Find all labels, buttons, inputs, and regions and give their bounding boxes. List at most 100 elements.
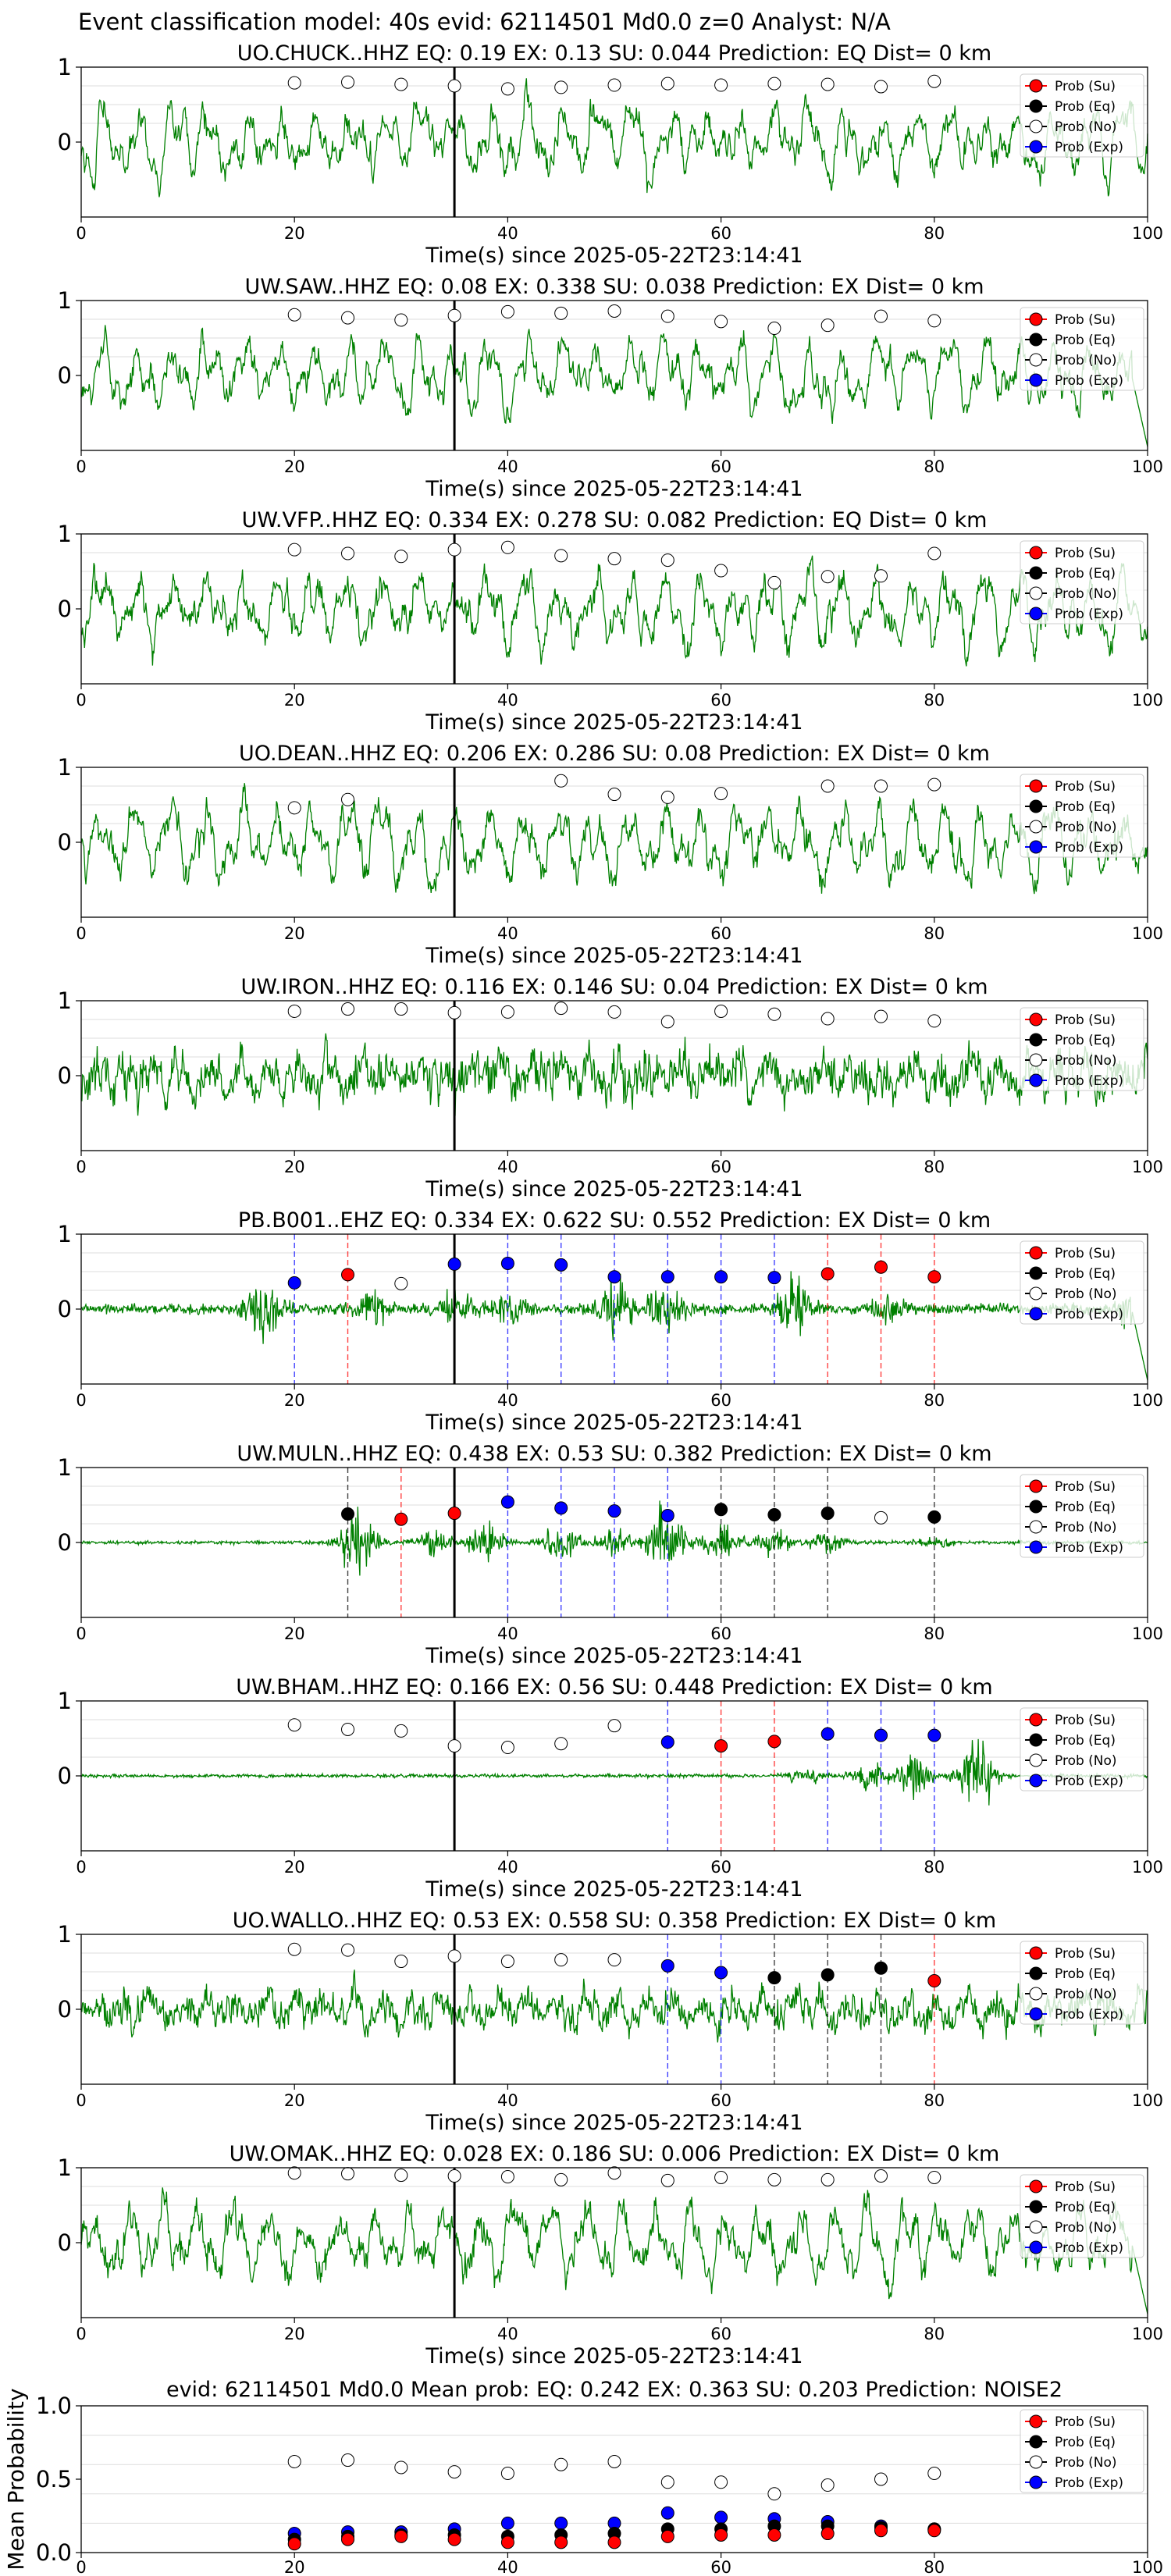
- x-tick-label: 40: [497, 1391, 518, 1410]
- legend-label-eq: Prob (Eq): [1055, 1966, 1116, 1982]
- prob-marker-no: [874, 2169, 888, 2183]
- x-tick-label: 80: [924, 1158, 945, 1176]
- prob-marker-exp: [607, 1270, 621, 1284]
- legend-box: [1020, 1941, 1144, 2025]
- x-tick-label: 40: [497, 457, 518, 476]
- legend-marker-su: [1029, 312, 1043, 326]
- prob-marker-no: [287, 1004, 301, 1018]
- legend-marker-exp: [1029, 140, 1043, 154]
- prob-marker-no: [660, 2173, 674, 2187]
- legend-label-su: Prob (Su): [1055, 779, 1116, 795]
- legend-label-exp: Prob (Exp): [1055, 607, 1123, 622]
- prob-marker-exp: [554, 1501, 568, 1515]
- legend-box: [1020, 774, 1144, 858]
- x-tick-label: 0: [76, 1858, 86, 1877]
- mean-prob-marker-su: [714, 2528, 728, 2542]
- x-tick-label: 80: [924, 457, 945, 476]
- legend-marker-exp: [1029, 1307, 1043, 1321]
- prob-marker-exp: [554, 1258, 568, 1272]
- x-tick-label: 20: [284, 691, 305, 710]
- prob-marker-no: [820, 570, 835, 584]
- x-tick-label: 0: [76, 924, 86, 943]
- prob-marker-no: [287, 1942, 301, 1956]
- mean-prob-marker-su: [341, 2532, 354, 2546]
- y-tick-label: 1: [58, 521, 72, 547]
- legend-label-su: Prob (Su): [1055, 1479, 1116, 1495]
- prob-marker-no: [447, 1949, 461, 1963]
- x-tick-label: 60: [710, 924, 731, 943]
- panel-6: UW.MULN..HHZ EQ: 0.438 EX: 0.53 SU: 0.38…: [58, 1442, 1164, 1668]
- prob-marker-no: [287, 308, 301, 322]
- mean-prob-marker-no: [607, 2454, 621, 2468]
- prob-marker-no: [287, 76, 301, 90]
- legend-marker-su: [1029, 79, 1043, 93]
- mean-prob-marker-no: [341, 2453, 354, 2467]
- panel-title: UW.OMAK..HHZ EQ: 0.028 EX: 0.186 SU: 0.0…: [230, 2142, 1000, 2166]
- mean-prob-marker-su: [500, 2535, 514, 2549]
- waveform-trace: [80, 783, 1148, 895]
- legend-label-exp: Prob (Exp): [1055, 840, 1123, 856]
- legend-label-su: Prob (Su): [1055, 1713, 1116, 1728]
- x-tick-label: 40: [497, 691, 518, 710]
- y-tick-label: 0: [58, 362, 72, 389]
- x-tick-label: 0: [76, 2558, 86, 2576]
- legend-marker-eq: [1029, 1033, 1043, 1047]
- legend-label-eq: Prob (Eq): [1055, 799, 1116, 815]
- prob-marker-no: [927, 546, 941, 560]
- x-tick-label: 60: [710, 1624, 731, 1643]
- x-tick-label: 60: [710, 1858, 731, 1877]
- x-tick-label: 20: [284, 2325, 305, 2343]
- legend-label-no: Prob (No): [1055, 820, 1117, 835]
- prob-marker-no: [500, 304, 514, 318]
- mean-prob-marker-no: [554, 2457, 568, 2471]
- legend-label-no: Prob (No): [1055, 1053, 1117, 1069]
- y-tick-label: 1: [58, 1454, 72, 1481]
- prob-marker-no: [607, 788, 621, 802]
- legend-marker-eq: [1029, 1966, 1043, 1980]
- prob-marker-no: [394, 77, 408, 91]
- panel-7: UW.BHAM..HHZ EQ: 0.166 EX: 0.56 SU: 0.44…: [58, 1675, 1164, 1902]
- prob-marker-no: [394, 1276, 408, 1290]
- legend-marker-no: [1029, 1286, 1043, 1300]
- prob-marker-no: [554, 1737, 568, 1751]
- x-tick-label: 80: [924, 1624, 945, 1643]
- x-tick-label: 0: [76, 2091, 86, 2110]
- mean-prob-marker-no: [447, 2465, 461, 2479]
- x-tick-label: 80: [924, 924, 945, 943]
- prob-marker-no: [554, 774, 568, 788]
- prob-marker-exp: [500, 1495, 514, 1509]
- prob-marker-no: [767, 575, 781, 589]
- legend-marker-su: [1029, 546, 1043, 560]
- legend-label-su: Prob (Su): [1055, 2179, 1116, 2195]
- panel-9: UW.OMAK..HHZ EQ: 0.028 EX: 0.186 SU: 0.0…: [58, 2142, 1164, 2368]
- prob-marker-eq: [874, 1961, 888, 1975]
- panel-8: UO.WALLO..HHZ EQ: 0.53 EX: 0.558 SU: 0.3…: [58, 1909, 1164, 2135]
- prob-marker-no: [874, 779, 888, 793]
- prob-marker-no: [714, 1004, 728, 1018]
- x-tick-label: 20: [284, 1391, 305, 1410]
- prob-marker-su: [394, 1512, 408, 1526]
- x-tick-label: 0: [76, 1624, 86, 1643]
- legend-box: [1020, 2174, 1144, 2258]
- legend-label-exp: Prob (Exp): [1055, 1073, 1123, 1089]
- prob-marker-su: [820, 1267, 835, 1281]
- x-tick-label: 20: [284, 924, 305, 943]
- waveform-trace: [80, 1969, 1148, 2043]
- prob-marker-exp: [660, 1959, 674, 1973]
- mean-prob-marker-no: [714, 2475, 728, 2489]
- prob-marker-exp: [927, 1728, 941, 1742]
- panel-title: UO.DEAN..HHZ EQ: 0.206 EX: 0.286 SU: 0.0…: [239, 742, 990, 766]
- legend-label-no: Prob (No): [1055, 119, 1117, 135]
- mean-prob-marker-exp: [660, 2506, 674, 2520]
- legend-marker-exp: [1029, 1774, 1043, 1788]
- panel-title: UO.WALLO..HHZ EQ: 0.53 EX: 0.558 SU: 0.3…: [233, 1909, 996, 1933]
- legend-box: [1020, 307, 1144, 391]
- prob-marker-no: [341, 1943, 354, 1957]
- x-tick-label: 100: [1132, 1624, 1163, 1643]
- prob-marker-no: [500, 1741, 514, 1755]
- prob-marker-exp: [714, 1270, 728, 1284]
- prob-marker-no: [607, 552, 621, 566]
- plot-frame: [80, 2167, 1148, 2318]
- x-tick-label: 40: [497, 2558, 518, 2576]
- x-axis-label: Time(s) since 2025-05-22T23:14:41: [425, 1411, 803, 1435]
